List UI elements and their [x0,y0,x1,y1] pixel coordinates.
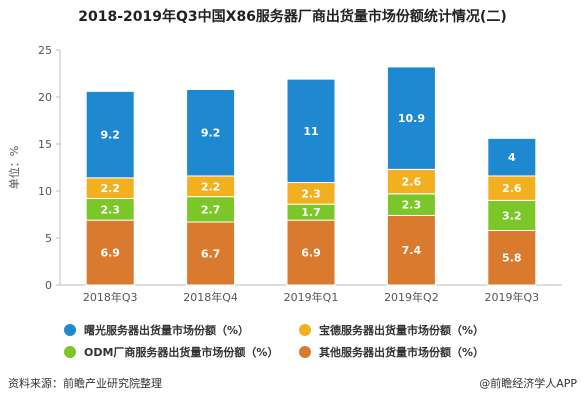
legend-marker [64,346,76,358]
bar-segment [85,90,135,179]
chart-title: 2018-2019年Q3中国X86服务器厂商出货量市场份额统计情况(二) [78,9,507,25]
x-tick-label: 2018年Q4 [183,290,238,304]
legend-marker [299,346,311,358]
bar-segment [286,219,336,286]
legend-label: ODM厂商服务器出货量市场份额（%） [84,345,278,359]
x-tick-label: 2019年Q2 [384,290,439,304]
y-tick-label: 10 [38,185,52,198]
data-label: 6.9 [100,247,120,260]
data-label: 5.8 [502,252,522,265]
y-tick-label: 0 [45,279,52,292]
bar-segment [386,214,436,286]
data-label: 2.2 [201,180,221,193]
data-label: 2.3 [301,187,321,200]
data-label: 6.9 [301,247,321,260]
data-label: 9.2 [100,129,120,142]
bar-segment [386,66,436,170]
data-label: 2.3 [402,199,422,212]
data-label: 3.2 [502,209,522,222]
y-tick-label: 20 [38,91,52,104]
data-label: 7.4 [402,244,422,257]
y-tick-label: 15 [38,138,52,151]
y-tick-label: 25 [38,44,52,57]
source-note: 资料来源：前瞻产业研究院整理 [8,377,162,390]
legend-marker [64,324,76,336]
bar-segment [487,229,537,286]
x-tick-label: 2019年Q3 [484,290,539,304]
data-label: 1.7 [301,206,321,219]
data-label: 2.3 [100,203,120,216]
data-label: 2.2 [100,182,120,195]
legend-label: 宝德服务器出货量市场份额（%） [319,323,484,337]
data-label: 11 [303,125,318,138]
y-tick-label: 5 [45,232,52,245]
y-axis-label: 单位：% [7,146,21,189]
bar-segment [487,137,537,177]
data-label: 2.6 [402,176,422,189]
bar-segment [286,78,336,184]
data-label: 2.6 [502,182,522,195]
data-label: 6.7 [201,248,221,261]
legend-label: 曙光服务器出货量市场份额（%） [84,323,249,337]
bar-segment [186,88,236,177]
brand-label: @前瞻经济学人APP [479,377,577,390]
bar-segment [186,221,236,286]
data-label: 4 [508,151,516,164]
legend-marker [299,324,311,336]
data-label: 10.9 [398,112,425,125]
data-label: 2.7 [201,203,221,216]
legend-label: 其他服务器出货量市场份额（%） [319,345,484,359]
x-tick-label: 2018年Q3 [83,290,138,304]
bar-segment [186,196,236,223]
data-label: 9.2 [201,127,221,140]
bar-segment [386,168,436,195]
x-tick-label: 2019年Q1 [284,290,339,304]
